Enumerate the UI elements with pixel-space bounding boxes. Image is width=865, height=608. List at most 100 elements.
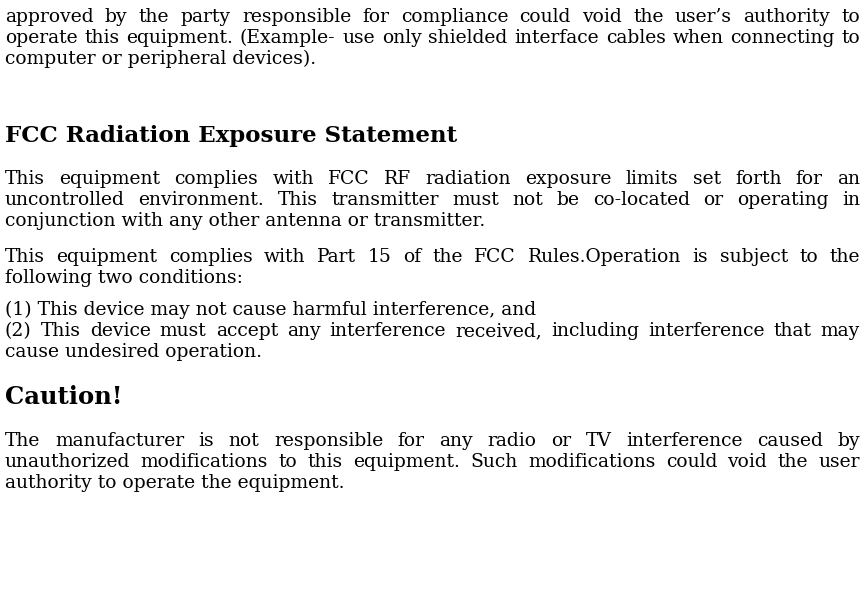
Text: transmitter: transmitter: [331, 191, 439, 209]
Text: The: The: [5, 432, 41, 450]
Text: including: including: [551, 322, 639, 340]
Text: this: this: [308, 453, 343, 471]
Text: FCC: FCC: [328, 170, 370, 188]
Text: radio: radio: [487, 432, 536, 450]
Text: or: or: [703, 191, 723, 209]
Text: the: the: [778, 453, 808, 471]
Text: forth: forth: [735, 170, 782, 188]
Text: responsible: responsible: [274, 432, 383, 450]
Text: user’s: user’s: [675, 8, 732, 26]
Text: any: any: [287, 322, 321, 340]
Text: TV: TV: [586, 432, 612, 450]
Text: equipment.: equipment.: [126, 29, 234, 47]
Text: be: be: [556, 191, 580, 209]
Text: equipment: equipment: [59, 170, 160, 188]
Text: with: with: [264, 248, 305, 266]
Text: equipment: equipment: [56, 248, 157, 266]
Text: the: the: [432, 248, 463, 266]
Text: equipment.: equipment.: [353, 453, 460, 471]
Text: Caution!: Caution!: [5, 385, 123, 409]
Text: interference: interference: [626, 432, 742, 450]
Text: cause undesired operation.: cause undesired operation.: [5, 343, 262, 361]
Text: following two conditions:: following two conditions:: [5, 269, 243, 287]
Text: Such: Such: [471, 453, 517, 471]
Text: is: is: [199, 432, 215, 450]
Text: complies: complies: [169, 248, 253, 266]
Text: manufacturer: manufacturer: [54, 432, 184, 450]
Text: to: to: [279, 453, 298, 471]
Text: of: of: [403, 248, 421, 266]
Text: must: must: [452, 191, 499, 209]
Text: could: could: [520, 8, 571, 26]
Text: environment.: environment.: [138, 191, 264, 209]
Text: is: is: [693, 248, 708, 266]
Text: conjunction with any other antenna or transmitter.: conjunction with any other antenna or tr…: [5, 212, 485, 230]
Text: set: set: [693, 170, 721, 188]
Text: user: user: [818, 453, 860, 471]
Text: 15: 15: [368, 248, 392, 266]
Text: void: void: [727, 453, 767, 471]
Text: in: in: [842, 191, 860, 209]
Text: for: for: [796, 170, 823, 188]
Text: This: This: [5, 248, 45, 266]
Text: caused: caused: [757, 432, 823, 450]
Text: by: by: [837, 432, 860, 450]
Text: for: for: [398, 432, 425, 450]
Text: to: to: [842, 29, 860, 47]
Text: unauthorized: unauthorized: [5, 453, 131, 471]
Text: not: not: [228, 432, 260, 450]
Text: This: This: [278, 191, 317, 209]
Text: exposure: exposure: [525, 170, 612, 188]
Text: party: party: [181, 8, 231, 26]
Text: received,: received,: [455, 322, 542, 340]
Text: authority: authority: [743, 8, 830, 26]
Text: co-located: co-located: [593, 191, 690, 209]
Text: to: to: [842, 8, 860, 26]
Text: Part: Part: [317, 248, 356, 266]
Text: authority to operate the equipment.: authority to operate the equipment.: [5, 474, 344, 492]
Text: must: must: [160, 322, 207, 340]
Text: the: the: [138, 8, 170, 26]
Text: FCC Radiation Exposure Statement: FCC Radiation Exposure Statement: [5, 125, 457, 147]
Text: the: the: [633, 8, 663, 26]
Text: use: use: [343, 29, 375, 47]
Text: shielded: shielded: [428, 29, 508, 47]
Text: or: or: [551, 432, 571, 450]
Text: interference: interference: [648, 322, 765, 340]
Text: connecting: connecting: [730, 29, 835, 47]
Text: modifications: modifications: [528, 453, 656, 471]
Text: This: This: [41, 322, 80, 340]
Text: accept: accept: [215, 322, 278, 340]
Text: responsible: responsible: [242, 8, 351, 26]
Text: compliance: compliance: [400, 8, 509, 26]
Text: only: only: [381, 29, 421, 47]
Text: (1) This device may not cause harmful interference, and: (1) This device may not cause harmful in…: [5, 301, 536, 319]
Text: any: any: [439, 432, 473, 450]
Text: void: void: [582, 8, 622, 26]
Text: device: device: [90, 322, 151, 340]
Text: to: to: [799, 248, 818, 266]
Text: not: not: [512, 191, 543, 209]
Text: This: This: [5, 170, 45, 188]
Text: RF: RF: [384, 170, 411, 188]
Text: limits: limits: [626, 170, 678, 188]
Text: (Example-: (Example-: [240, 29, 336, 47]
Text: this: this: [85, 29, 119, 47]
Text: Rules.Operation: Rules.Operation: [528, 248, 681, 266]
Text: subject: subject: [720, 248, 788, 266]
Text: operate: operate: [5, 29, 78, 47]
Text: operating: operating: [737, 191, 829, 209]
Text: interface: interface: [515, 29, 599, 47]
Text: modifications: modifications: [141, 453, 268, 471]
Text: could: could: [666, 453, 717, 471]
Text: (2): (2): [5, 322, 32, 340]
Text: the: the: [830, 248, 860, 266]
Text: may: may: [821, 322, 860, 340]
Text: complies: complies: [175, 170, 259, 188]
Text: computer or peripheral devices).: computer or peripheral devices).: [5, 50, 316, 68]
Text: by: by: [105, 8, 127, 26]
Text: radiation: radiation: [426, 170, 511, 188]
Text: interference: interference: [330, 322, 446, 340]
Text: an: an: [837, 170, 860, 188]
Text: approved: approved: [5, 8, 93, 26]
